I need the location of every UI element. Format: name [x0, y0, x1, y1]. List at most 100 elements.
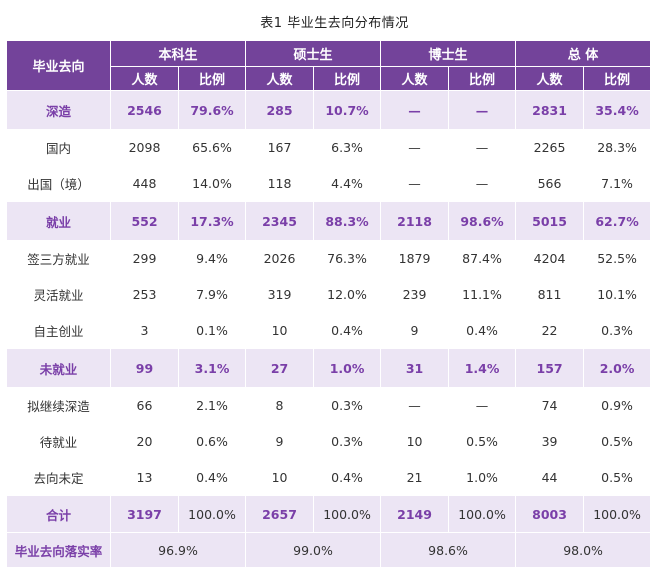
table-cell: 22: [515, 312, 585, 349]
table-cell: 100.0%: [583, 495, 652, 533]
table-cell: 27: [245, 348, 315, 388]
table-cell: 157: [515, 348, 585, 388]
table-cell: 79.6%: [177, 90, 247, 130]
table-row: 出国（境） 448 14.0% 118 4.4% — —566 7.1%: [6, 165, 652, 202]
table-cell: 11.1%: [448, 276, 517, 313]
table-cell: —: [380, 165, 450, 202]
table-cell: 2831: [515, 90, 585, 130]
table-cell: 5015: [515, 201, 585, 241]
table-cell: 0.4%: [177, 459, 247, 496]
sub-header-ratio: 比例: [313, 66, 382, 91]
row-label: 国内: [6, 129, 111, 166]
row-label: 出国（境）: [6, 165, 111, 202]
sub-header-count: 人数: [110, 66, 179, 91]
rate-overall: 98.0%: [515, 532, 652, 568]
sub-header-ratio: 比例: [583, 66, 652, 91]
table-cell: 811: [515, 276, 585, 313]
table-cell: 28.3%: [583, 129, 652, 166]
table-cell: 8: [245, 387, 315, 424]
table-caption: 表1 毕业生去向分布情况: [260, 16, 409, 31]
table-cell: 2118: [380, 201, 450, 241]
table-cell: 0.5%: [448, 423, 517, 460]
table-cell: 0.4%: [448, 312, 517, 349]
table-cell: 66: [110, 387, 179, 424]
table-cell: 8003: [515, 495, 585, 533]
table-cell: 87.4%: [448, 240, 517, 277]
table-cell: 10: [380, 423, 450, 460]
table-cell: 7.9%: [177, 276, 247, 313]
table-cell: 299: [110, 240, 179, 277]
table-cell: 0.1%: [177, 312, 247, 349]
table-cell: 10: [245, 459, 315, 496]
sub-header-count: 人数: [515, 66, 585, 91]
row-label: 签三方就业: [6, 240, 111, 277]
table-cell: 14.0%: [177, 165, 247, 202]
table-cell: 76.3%: [313, 240, 382, 277]
table-cell: 2265: [515, 129, 585, 166]
table-cell: 4.4%: [313, 165, 382, 202]
table-cell: —: [448, 165, 517, 202]
table-cell: 3.1%: [177, 348, 247, 388]
table-cell: 2.0%: [583, 348, 652, 388]
sub-header-ratio: 比例: [448, 66, 517, 91]
table-row: 待就业 20 0.6% 9 0.3% 10 0.5% 39 0.5%: [6, 423, 652, 460]
table-cell: 3197: [110, 495, 179, 533]
table-cell: 13: [110, 459, 179, 496]
sub-header-count: 人数: [245, 66, 315, 91]
table-cell: 0.4%: [313, 312, 382, 349]
table-cell: 0.3%: [583, 312, 652, 349]
table-row: 签三方就业 299 9.4% 2026 76.3% 1879 87.4% 4204 52.5%: [6, 240, 652, 277]
table-cell: 2149: [380, 495, 450, 533]
table-row: 自主创业 3 0.1% 10 0.4% 9 0.4% 22 0.3%: [6, 312, 652, 349]
rate-doctor: 98.6%: [380, 532, 517, 568]
table-cell: 0.5%: [583, 423, 652, 460]
total-label: 合计: [6, 495, 111, 533]
rate-master: 99.0%: [245, 532, 382, 568]
table-cell: 17.3%: [177, 201, 247, 241]
table-cell: 167: [245, 129, 315, 166]
table-cell: 39: [515, 423, 585, 460]
group-header-master: 硕士生: [245, 40, 382, 67]
table-cell: 6.3%: [313, 129, 382, 166]
section-row: 未就业 99 3.1% 27 1.0% 31 1.4% 157 2.0%: [6, 348, 652, 388]
table-cell: 552: [110, 201, 179, 241]
table-cell: 0.3%: [313, 423, 382, 460]
table-cell: 118: [245, 165, 315, 202]
header-row-groups: 毕业去向 本科生 硕士生 博士生 总 体: [6, 40, 652, 91]
table-cell: —: [380, 129, 450, 166]
rate-row: 毕业去向落实率 96.9% 99.0% 98.6% 98.0%: [6, 532, 652, 568]
table-cell: 99: [110, 348, 179, 388]
table-cell: 1879: [380, 240, 450, 277]
table-cell: 62.7%: [583, 201, 652, 241]
table-row: 国内 2098 65.6% 167 6.3% — —2265 28.3%: [6, 129, 652, 166]
table-cell: 2546: [110, 90, 179, 130]
table-cell: 2098: [110, 129, 179, 166]
group-header-overall: 总 体: [515, 40, 652, 67]
sub-header-ratio: 比例: [177, 66, 247, 91]
table-cell: 0.9%: [583, 387, 652, 424]
table-cell: 100.0%: [313, 495, 382, 533]
section-label: 就业: [6, 201, 111, 241]
group-header-undergrad: 本科生: [109, 40, 247, 67]
table-cell: —: [448, 129, 517, 166]
table-cell: 21: [380, 459, 450, 496]
table-cell: 319: [245, 276, 315, 313]
table-cell: 52.5%: [583, 240, 652, 277]
table-cell: 0.4%: [313, 459, 382, 496]
table-cell: 4204: [515, 240, 585, 277]
graduate-destination-table: 毕业去向 本科生 硕士生 博士生 总 体 人数 比例 人数 比例 人数 比例 人…: [6, 40, 652, 568]
sub-header-count: 人数: [380, 66, 450, 91]
table-row: 灵活就业 253 7.9% 319 12.0% 239 11.1% 811 10.1%: [6, 276, 652, 313]
group-header-doctor: 博士生: [380, 40, 517, 67]
table-cell: 2.1%: [177, 387, 247, 424]
table-cell: 0.6%: [177, 423, 247, 460]
table-cell: 12.0%: [313, 276, 382, 313]
table-cell: 65.6%: [177, 129, 247, 166]
header-row-sub: 人数 比例 人数 比例 人数 比例 人数 比例: [6, 66, 652, 91]
row-label: 灵活就业: [6, 276, 111, 313]
table-cell: 0.3%: [313, 387, 382, 424]
table-cell: —: [380, 90, 450, 130]
table-cell: 100.0%: [448, 495, 517, 533]
table-cell: 239: [380, 276, 450, 313]
table-cell: 10.7%: [313, 90, 382, 130]
